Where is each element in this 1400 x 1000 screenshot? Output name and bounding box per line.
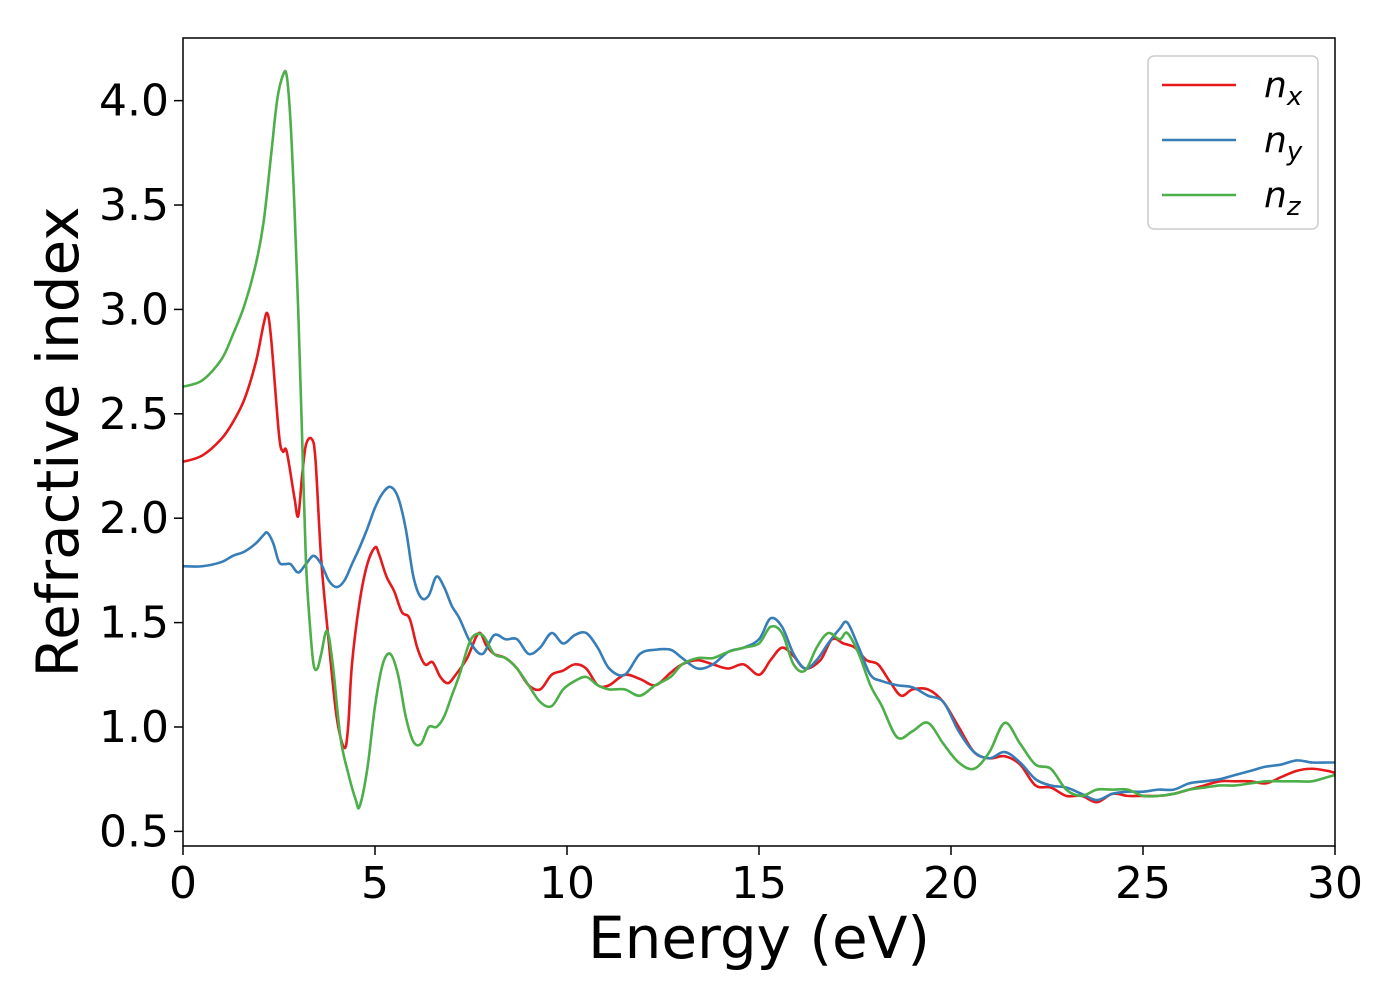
x-tick-label: 10 <box>539 858 595 909</box>
x-tick-label: 15 <box>731 858 787 909</box>
legend-label-base: n <box>1264 65 1287 106</box>
x-axis-label: Energy (eV) <box>588 904 930 972</box>
legend-label-subscript: x <box>1286 82 1303 112</box>
legend-box <box>1147 55 1319 230</box>
series-line-y <box>182 485 1335 802</box>
series-line-z <box>182 69 1336 810</box>
x-tick-label: 5 <box>361 858 389 909</box>
y-tick-label: 1.5 <box>99 598 169 649</box>
y-tick-label: 2.0 <box>99 493 169 544</box>
y-axis-ticks: 0.5 1.0 1.5 2.0 2.5 3.0 3.5 4.0 <box>99 76 183 857</box>
y-tick-label: 4.0 <box>99 76 169 127</box>
x-tick-label: 25 <box>1115 858 1171 909</box>
plot-lines <box>182 69 1336 810</box>
x-axis-ticks: 0 5 10 15 20 25 30 <box>169 846 1363 909</box>
x-tick-label: 0 <box>169 858 197 909</box>
legend-label-base: n <box>1264 175 1287 216</box>
x-tick-label: 30 <box>1307 858 1363 909</box>
y-tick-label: 0.5 <box>99 806 169 857</box>
y-axis-label: Refractive index <box>24 206 92 677</box>
legend-label-y: ny <box>1264 120 1303 167</box>
y-tick-label: 3.0 <box>99 284 169 335</box>
y-tick-label: 3.5 <box>99 180 169 231</box>
legend-label-base: n <box>1264 120 1287 161</box>
legend-label-subscript: y <box>1286 137 1303 167</box>
y-tick-label: 2.5 <box>99 389 169 440</box>
legend-label-x: nx <box>1264 65 1303 112</box>
x-tick-label: 20 <box>923 858 979 909</box>
legend-label-z: nz <box>1264 175 1302 222</box>
y-tick-label: 1.0 <box>99 702 169 753</box>
legend-label-subscript: z <box>1286 192 1302 222</box>
